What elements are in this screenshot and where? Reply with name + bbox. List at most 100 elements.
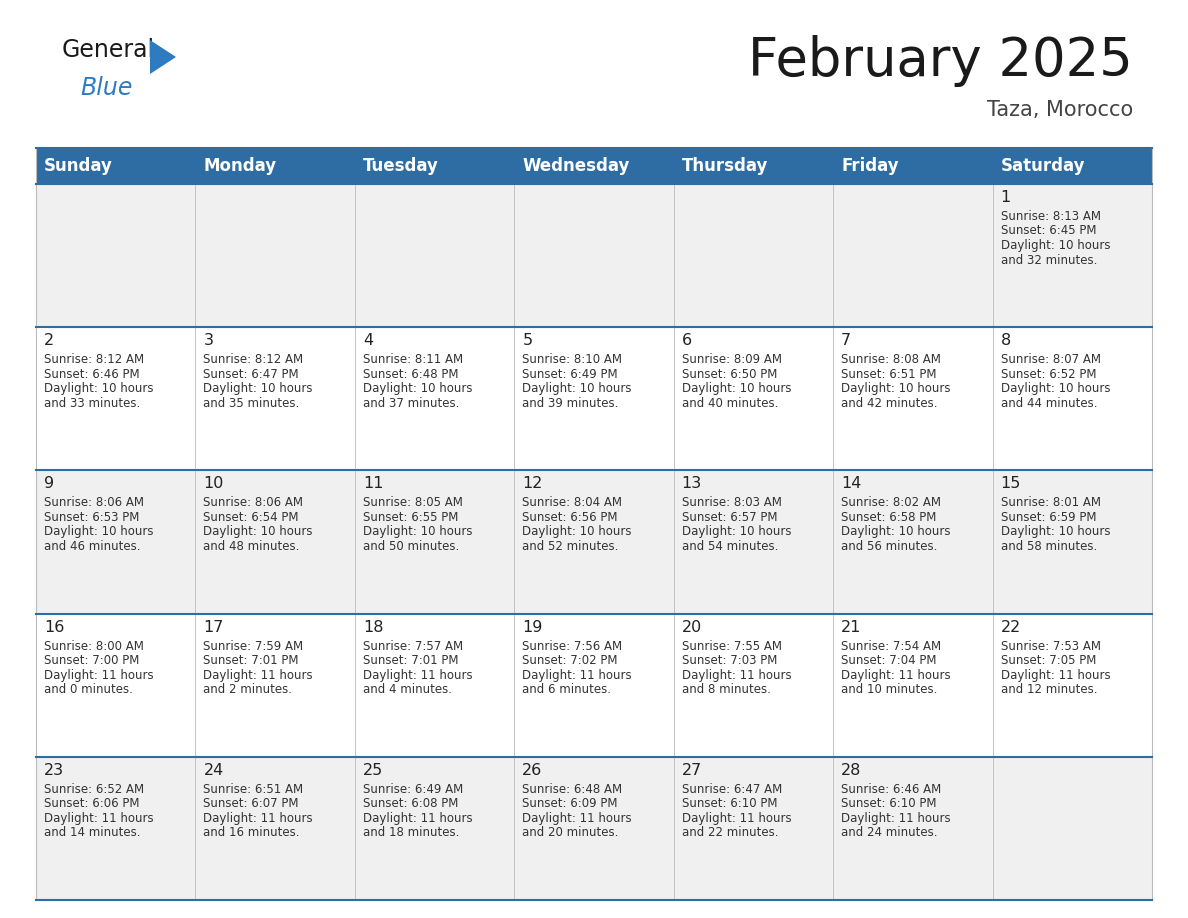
Text: and 0 minutes.: and 0 minutes. (44, 683, 133, 696)
Text: and 52 minutes.: and 52 minutes. (523, 540, 619, 553)
Text: Tuesday: Tuesday (362, 157, 438, 175)
Text: Sunrise: 8:01 AM: Sunrise: 8:01 AM (1000, 497, 1100, 509)
Text: and 22 minutes.: and 22 minutes. (682, 826, 778, 839)
Text: Sunset: 6:50 PM: Sunset: 6:50 PM (682, 368, 777, 381)
Text: Sunset: 6:10 PM: Sunset: 6:10 PM (682, 798, 777, 811)
Text: and 39 minutes.: and 39 minutes. (523, 397, 619, 409)
FancyBboxPatch shape (196, 148, 355, 184)
Text: 19: 19 (523, 620, 543, 634)
Text: and 14 minutes.: and 14 minutes. (44, 826, 140, 839)
Text: Sunset: 6:49 PM: Sunset: 6:49 PM (523, 368, 618, 381)
Text: 21: 21 (841, 620, 861, 634)
Text: 5: 5 (523, 333, 532, 348)
Text: Sunset: 6:48 PM: Sunset: 6:48 PM (362, 368, 459, 381)
Text: 13: 13 (682, 476, 702, 491)
Text: 1: 1 (1000, 190, 1011, 205)
Text: and 56 minutes.: and 56 minutes. (841, 540, 937, 553)
Text: Daylight: 11 hours: Daylight: 11 hours (1000, 668, 1111, 681)
Text: Sunset: 6:08 PM: Sunset: 6:08 PM (362, 798, 459, 811)
Text: Daylight: 10 hours: Daylight: 10 hours (1000, 525, 1110, 538)
Text: Sunrise: 7:53 AM: Sunrise: 7:53 AM (1000, 640, 1100, 653)
Text: Daylight: 10 hours: Daylight: 10 hours (682, 525, 791, 538)
Text: February 2025: February 2025 (748, 35, 1133, 87)
Text: Daylight: 11 hours: Daylight: 11 hours (362, 668, 473, 681)
Text: Daylight: 10 hours: Daylight: 10 hours (44, 382, 153, 396)
Text: Sunset: 6:47 PM: Sunset: 6:47 PM (203, 368, 299, 381)
Text: Daylight: 10 hours: Daylight: 10 hours (523, 525, 632, 538)
Text: and 16 minutes.: and 16 minutes. (203, 826, 299, 839)
Text: Sunrise: 8:04 AM: Sunrise: 8:04 AM (523, 497, 623, 509)
Text: Daylight: 10 hours: Daylight: 10 hours (203, 525, 312, 538)
Text: Sunset: 6:53 PM: Sunset: 6:53 PM (44, 511, 139, 524)
Text: 17: 17 (203, 620, 223, 634)
Text: Sunrise: 8:09 AM: Sunrise: 8:09 AM (682, 353, 782, 366)
Text: 7: 7 (841, 333, 852, 348)
Text: Daylight: 11 hours: Daylight: 11 hours (362, 812, 473, 824)
Text: Sunset: 6:54 PM: Sunset: 6:54 PM (203, 511, 299, 524)
Text: Sunrise: 6:47 AM: Sunrise: 6:47 AM (682, 783, 782, 796)
Text: Sunset: 6:09 PM: Sunset: 6:09 PM (523, 798, 618, 811)
Text: Saturday: Saturday (1000, 157, 1085, 175)
Text: Daylight: 11 hours: Daylight: 11 hours (682, 668, 791, 681)
Text: Daylight: 10 hours: Daylight: 10 hours (1000, 382, 1110, 396)
Text: Sunrise: 8:03 AM: Sunrise: 8:03 AM (682, 497, 782, 509)
Text: Sunrise: 8:11 AM: Sunrise: 8:11 AM (362, 353, 463, 366)
Text: and 33 minutes.: and 33 minutes. (44, 397, 140, 409)
FancyBboxPatch shape (833, 148, 992, 184)
Text: Thursday: Thursday (682, 157, 769, 175)
Text: Sunrise: 7:54 AM: Sunrise: 7:54 AM (841, 640, 941, 653)
Polygon shape (150, 40, 176, 74)
Text: 22: 22 (1000, 620, 1020, 634)
Text: Daylight: 10 hours: Daylight: 10 hours (682, 382, 791, 396)
Text: Daylight: 11 hours: Daylight: 11 hours (841, 812, 950, 824)
Text: Taza, Morocco: Taza, Morocco (987, 100, 1133, 120)
Text: 14: 14 (841, 476, 861, 491)
Text: Daylight: 10 hours: Daylight: 10 hours (1000, 239, 1110, 252)
Text: and 6 minutes.: and 6 minutes. (523, 683, 612, 696)
Text: Sunrise: 8:12 AM: Sunrise: 8:12 AM (44, 353, 144, 366)
FancyBboxPatch shape (36, 184, 1152, 327)
Text: 18: 18 (362, 620, 384, 634)
Text: Sunrise: 6:49 AM: Sunrise: 6:49 AM (362, 783, 463, 796)
Text: Sunrise: 6:52 AM: Sunrise: 6:52 AM (44, 783, 144, 796)
Text: Sunset: 6:57 PM: Sunset: 6:57 PM (682, 511, 777, 524)
Text: Sunrise: 8:02 AM: Sunrise: 8:02 AM (841, 497, 941, 509)
Text: and 18 minutes.: and 18 minutes. (362, 826, 460, 839)
Text: Sunset: 6:06 PM: Sunset: 6:06 PM (44, 798, 139, 811)
FancyBboxPatch shape (36, 327, 1152, 470)
Text: Sunrise: 8:13 AM: Sunrise: 8:13 AM (1000, 210, 1100, 223)
Text: 16: 16 (44, 620, 64, 634)
Text: and 44 minutes.: and 44 minutes. (1000, 397, 1097, 409)
Text: 4: 4 (362, 333, 373, 348)
Text: and 10 minutes.: and 10 minutes. (841, 683, 937, 696)
Text: Sunday: Sunday (44, 157, 113, 175)
Text: Sunset: 7:04 PM: Sunset: 7:04 PM (841, 655, 936, 667)
Text: Sunrise: 8:10 AM: Sunrise: 8:10 AM (523, 353, 623, 366)
Text: and 32 minutes.: and 32 minutes. (1000, 253, 1097, 266)
Text: Sunrise: 6:48 AM: Sunrise: 6:48 AM (523, 783, 623, 796)
Text: Daylight: 10 hours: Daylight: 10 hours (841, 382, 950, 396)
Text: and 24 minutes.: and 24 minutes. (841, 826, 937, 839)
Text: Sunrise: 8:06 AM: Sunrise: 8:06 AM (203, 497, 303, 509)
Text: Sunset: 6:51 PM: Sunset: 6:51 PM (841, 368, 936, 381)
FancyBboxPatch shape (674, 148, 833, 184)
Text: Blue: Blue (80, 76, 132, 100)
Text: 27: 27 (682, 763, 702, 778)
Text: 23: 23 (44, 763, 64, 778)
Text: Sunset: 6:07 PM: Sunset: 6:07 PM (203, 798, 299, 811)
Text: and 42 minutes.: and 42 minutes. (841, 397, 937, 409)
Text: Daylight: 10 hours: Daylight: 10 hours (523, 382, 632, 396)
FancyBboxPatch shape (992, 148, 1152, 184)
Text: Daylight: 11 hours: Daylight: 11 hours (44, 812, 153, 824)
Text: Sunrise: 6:51 AM: Sunrise: 6:51 AM (203, 783, 304, 796)
Text: Daylight: 11 hours: Daylight: 11 hours (203, 668, 314, 681)
Text: and 37 minutes.: and 37 minutes. (362, 397, 460, 409)
Text: 12: 12 (523, 476, 543, 491)
Text: and 48 minutes.: and 48 minutes. (203, 540, 299, 553)
Text: Daylight: 10 hours: Daylight: 10 hours (362, 382, 473, 396)
FancyBboxPatch shape (355, 148, 514, 184)
Text: Daylight: 11 hours: Daylight: 11 hours (523, 812, 632, 824)
Text: Sunrise: 8:08 AM: Sunrise: 8:08 AM (841, 353, 941, 366)
Text: Sunset: 6:59 PM: Sunset: 6:59 PM (1000, 511, 1097, 524)
Text: Sunset: 7:03 PM: Sunset: 7:03 PM (682, 655, 777, 667)
